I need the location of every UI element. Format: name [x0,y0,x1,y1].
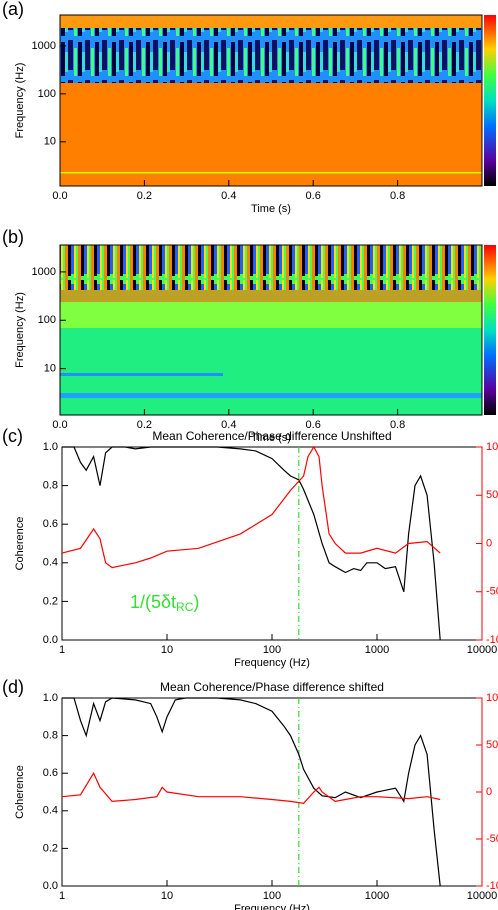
heatmap-a [60,15,496,186]
x-axis-label: Frequency (Hz) [234,903,310,910]
plot-frame [61,446,483,641]
panel-label: (a) [2,0,24,19]
y-tick-label: 0.6 [43,767,58,779]
panel-label: (b) [2,227,24,247]
y-tick-label: 0.4 [43,557,58,569]
y-tick-label: 0.2 [43,842,58,854]
y-axis-label: Coherence [14,765,26,819]
x-tick-label: 1000 [365,644,389,656]
x-tick-label: 0.8 [390,190,405,202]
x-tick-label: 0.6 [306,419,321,431]
annotation: 1/(5δtRC) [130,592,199,614]
y2-tick-label: -100 [486,634,498,646]
x-tick-label: 10000 [467,644,498,656]
x-tick-label: 0.8 [390,419,405,431]
series-line [61,445,441,569]
y2-tick-label: 50 [486,489,498,501]
y-tick-label: 1.0 [43,441,58,453]
x-tick-label: 1 [59,890,65,902]
series-line [61,771,441,804]
plot-frame [59,14,483,187]
panel-label: (c) [2,426,23,446]
x-tick-label: 100 [263,890,281,902]
series-line [62,446,441,641]
y-tick-label: 0.4 [43,805,58,817]
x-tick-label: 10 [161,644,173,656]
y-tick-label: 0.0 [43,880,58,892]
y-tick-label: 1000 [32,266,56,278]
x-axis-label: Time (s) [251,203,291,215]
y-tick-label: 0.0 [43,634,58,646]
x-tick-label: 1 [59,644,65,656]
y-tick-label: 0.8 [43,730,58,742]
annotation-part: 1/(5δt [130,592,176,612]
y-axis-label: Frequency (Hz) [14,292,26,368]
x-tick-label: 0.0 [52,419,67,431]
y2-tick-label: 100 [486,441,498,453]
x-tick-label: 100 [263,644,281,656]
x-tick-label: 0.0 [52,190,67,202]
y2-tick-label: -50 [486,586,498,598]
x-tick-label: 0.4 [221,419,236,431]
y-tick-label: 0.2 [43,595,58,607]
x-tick-label: 1000 [365,890,389,902]
panel-label: (d) [2,677,24,697]
annotation-part: RC [176,600,194,614]
y-tick-label: 0.6 [43,518,58,530]
y-axis-label: Coherence [14,517,26,571]
y-tick-label: 0.8 [43,480,58,492]
y-tick-label: 1.0 [43,692,58,704]
series-line [62,697,441,887]
y2-tick-label: 50 [486,739,498,751]
y-tick-label: 1000 [32,40,56,52]
x-tick-label: 10000 [467,890,498,902]
annotation-part: ) [193,592,199,612]
y-tick-label: 10 [44,136,56,148]
y-axis-label: Frequency (Hz) [14,63,26,139]
x-tick-label: 10 [161,890,173,902]
y2-tick-label: 0 [486,537,492,549]
plot-frame [59,244,483,416]
x-tick-label: 0.2 [137,190,152,202]
y-tick-label: 100 [38,314,56,326]
x-axis-label: Time (s) [251,432,291,444]
y-tick-label: 100 [38,88,56,100]
x-tick-label: 0.4 [221,190,236,202]
y2-tick-label: -100 [486,880,498,892]
chart-title: Mean Coherence/Phase difference Unshifte… [152,429,391,443]
y2-tick-label: -50 [486,833,498,845]
heatmap-b [60,245,496,415]
x-axis-label: Frequency (Hz) [234,657,310,669]
x-tick-label: 0.2 [137,419,152,431]
plot-frame [61,697,483,887]
x-tick-label: 0.6 [306,190,321,202]
chart-title: Mean Coherence/Phase difference shifted [160,680,384,694]
y2-tick-label: 0 [486,786,492,798]
y2-tick-label: 100 [486,692,498,704]
y-tick-label: 10 [44,363,56,375]
